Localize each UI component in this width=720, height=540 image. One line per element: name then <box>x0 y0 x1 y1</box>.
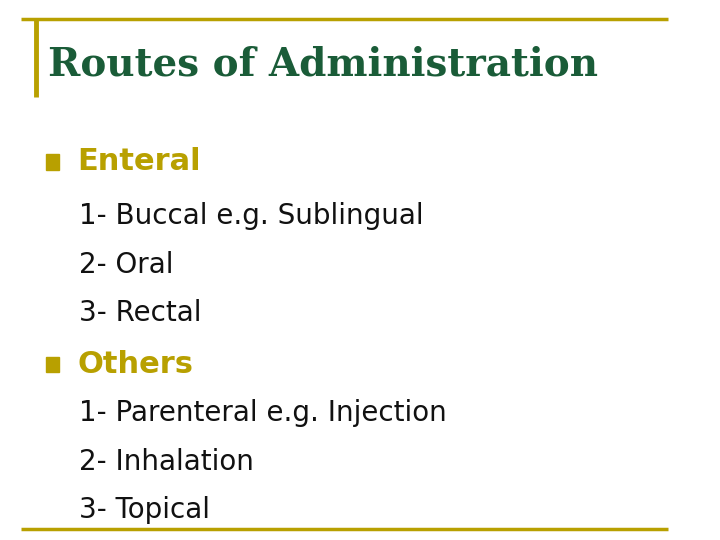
Text: 2- Oral: 2- Oral <box>79 251 174 279</box>
Text: Enteral: Enteral <box>77 147 201 177</box>
Text: Routes of Administration: Routes of Administration <box>48 46 598 84</box>
Text: 1- Buccal e.g. Sublingual: 1- Buccal e.g. Sublingual <box>79 202 424 230</box>
Text: 2- Inhalation: 2- Inhalation <box>79 448 254 476</box>
FancyBboxPatch shape <box>46 154 58 170</box>
Text: 3- Rectal: 3- Rectal <box>79 299 202 327</box>
Text: Others: Others <box>77 350 193 379</box>
Text: 1- Parenteral e.g. Injection: 1- Parenteral e.g. Injection <box>79 399 447 427</box>
Text: 3- Topical: 3- Topical <box>79 496 210 524</box>
FancyBboxPatch shape <box>46 357 58 372</box>
